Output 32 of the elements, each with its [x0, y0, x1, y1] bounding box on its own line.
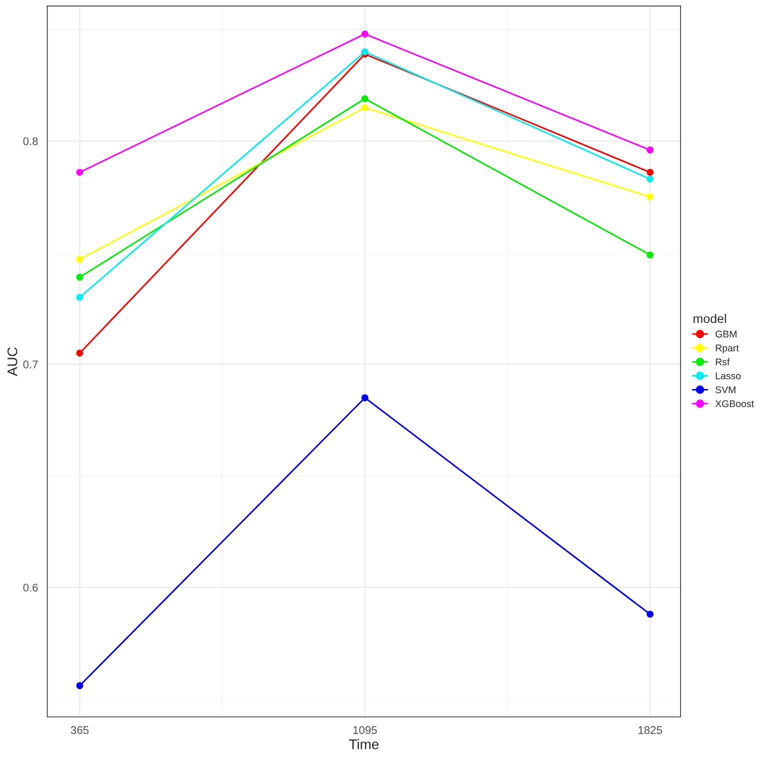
point	[76, 256, 84, 263]
point	[646, 146, 654, 154]
legend-label: XGBoost	[715, 400, 754, 408]
legend-label: GBM	[716, 330, 736, 338]
legend-label: Rsf	[716, 358, 730, 366]
point	[361, 104, 368, 112]
point	[76, 350, 84, 357]
legend-label: Lasso	[716, 372, 741, 380]
legend-title: model	[694, 314, 726, 324]
point	[646, 610, 654, 618]
point	[646, 251, 654, 258]
y-tick-label: 0.8	[23, 137, 38, 146]
x-tick-label: 1095	[353, 726, 377, 734]
x-tick-label: 365	[70, 726, 89, 734]
point	[76, 274, 84, 281]
point	[76, 294, 84, 301]
point	[361, 394, 368, 402]
y-axis-title: AUC	[7, 347, 18, 376]
legend-label: Rpart	[716, 344, 739, 354]
point	[646, 193, 654, 200]
y-tick-label: 0.6	[23, 584, 38, 592]
point	[361, 48, 368, 56]
point	[76, 682, 84, 690]
point	[361, 95, 368, 102]
legend-label: SVM	[716, 386, 736, 394]
point	[361, 30, 368, 38]
point	[646, 176, 654, 183]
x-axis-title: Time	[349, 739, 379, 750]
point	[646, 168, 654, 176]
x-tick-label: 1825	[638, 726, 662, 734]
y-tick-label: 0.7	[23, 360, 38, 368]
point	[76, 168, 84, 176]
